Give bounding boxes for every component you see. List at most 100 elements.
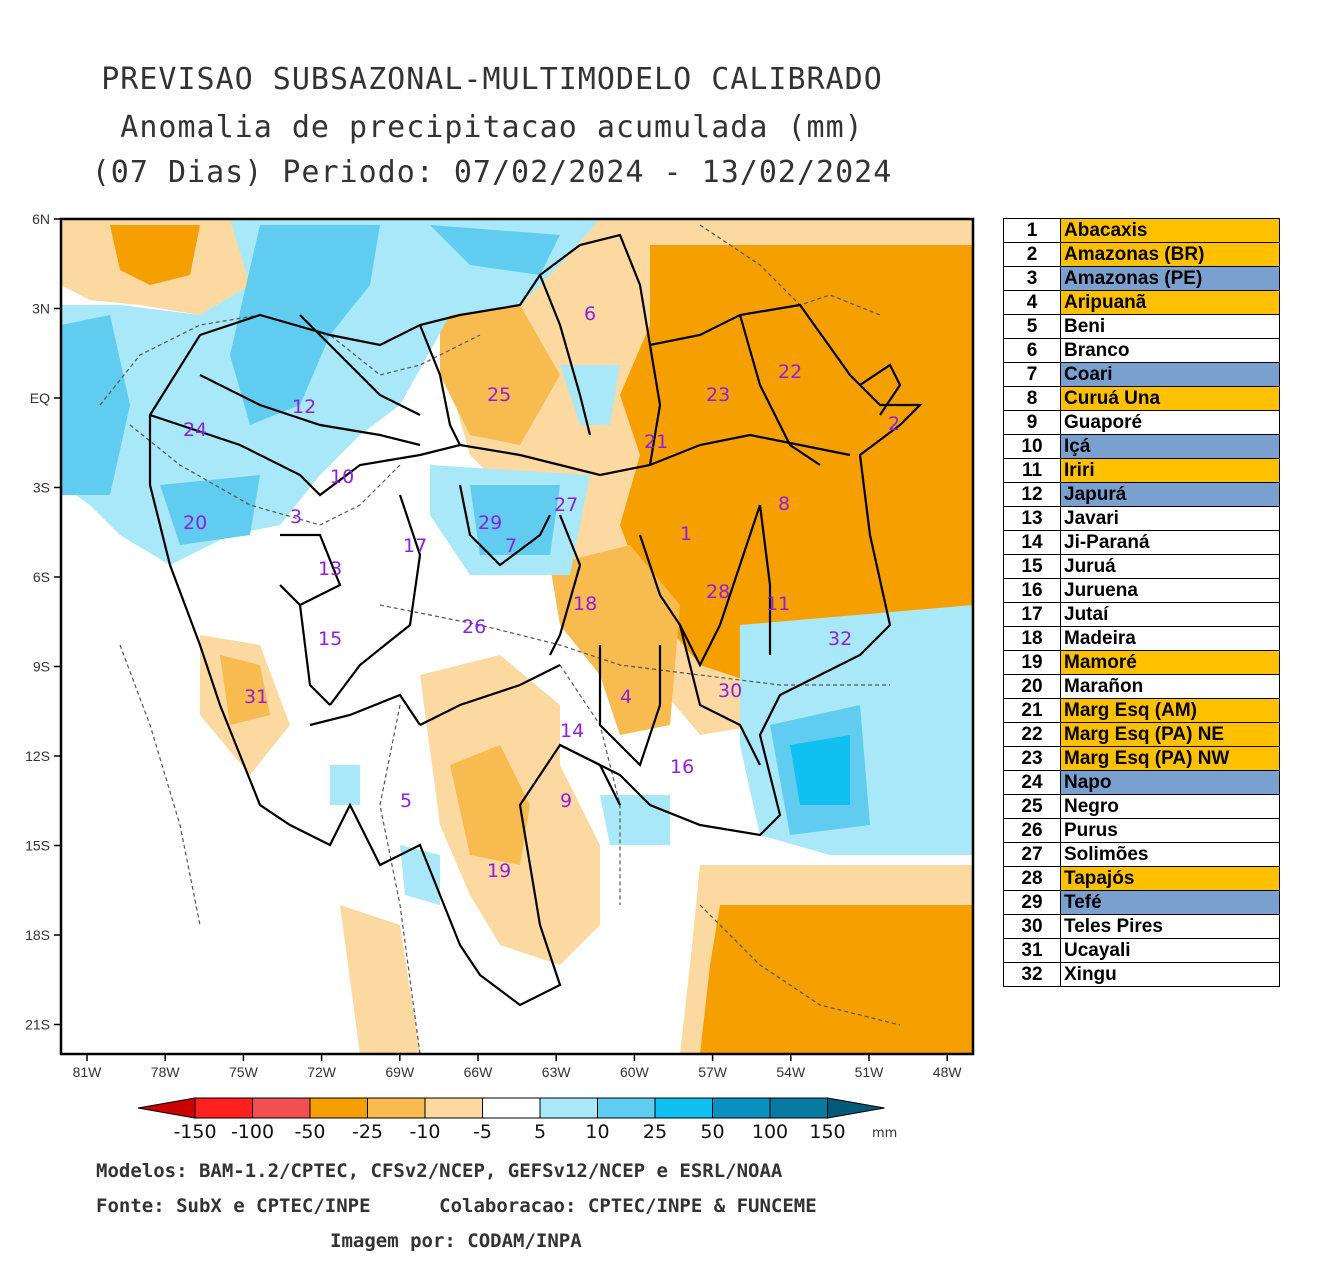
legend-region-number: 4	[1003, 290, 1061, 315]
legend-row: 17 Jutaí	[1003, 602, 1280, 627]
region-label-12: 12	[292, 396, 316, 418]
lon-tick-label: 75W	[229, 1064, 259, 1080]
region-label-24: 24	[183, 419, 207, 441]
legend-row: 1 Abacaxis	[1003, 218, 1280, 243]
legend-region-number: 9	[1003, 410, 1061, 435]
legend-region-name: Juruena	[1060, 578, 1280, 603]
legend-region-name: Iriri	[1060, 458, 1280, 483]
legend-region-number: 6	[1003, 338, 1061, 363]
lon-tick-label: 54W	[776, 1064, 806, 1080]
legend-region-name: Marg Esq (PA) NE	[1060, 722, 1280, 747]
lat-tick-label: 9S	[33, 659, 50, 675]
map-title: PREVISAO SUBSAZONAL-MULTIMODELO CALIBRAD…	[101, 62, 883, 97]
region-label-32: 32	[828, 628, 852, 650]
lon-tick-label: 69W	[385, 1064, 415, 1080]
colorbar-swatch	[712, 1097, 771, 1119]
region-label-30: 30	[718, 680, 742, 702]
legend-row: 15 Juruá	[1003, 554, 1280, 579]
colorbar-swatch	[424, 1097, 483, 1119]
region-label-28: 28	[706, 581, 730, 603]
map-period: (07 Dias) Periodo: 07/02/2024 - 13/02/20…	[91, 155, 893, 190]
legend-region-number: 30	[1003, 914, 1061, 939]
precipitation-anomaly-map: 1 2 3 4 5 6 7 8 9 10 11 12 13 14 15 16 1…	[25, 211, 975, 1080]
colorbar-legend: -150 -100 -50 -25 -10 -5 5 10 25 50 100 150 mm	[137, 1097, 897, 1143]
legend-region-name: Juruá	[1060, 554, 1280, 579]
legend-region-name: Branco	[1060, 338, 1280, 363]
legend-region-number: 17	[1003, 602, 1061, 627]
legend-row: 20 Marañon	[1003, 674, 1280, 699]
legend-row: 27 Solimões	[1003, 842, 1280, 867]
legend-region-name: Içá	[1060, 434, 1280, 459]
region-legend-table: 1 Abacaxis 2 Amazonas (BR) 3 Amazonas (PE) 4 Ar…	[1003, 218, 1280, 987]
legend-region-number: 1	[1003, 218, 1061, 243]
colorbar-label: 25	[643, 1121, 667, 1143]
legend-row: 30 Teles Pires	[1003, 914, 1280, 939]
legend-row: 19 Mamoré	[1003, 650, 1280, 675]
region-label-14: 14	[560, 720, 584, 742]
legend-row: 10 Içá	[1003, 434, 1280, 459]
legend-region-number: 14	[1003, 530, 1061, 555]
legend-region-name: Abacaxis	[1060, 218, 1280, 243]
legend-region-number: 7	[1003, 362, 1061, 387]
lon-tick-label: 81W	[73, 1064, 103, 1080]
region-label-6: 6	[584, 303, 596, 325]
map-frame	[59, 217, 975, 1056]
footer-models: Modelos: BAM-1.2/CPTEC, CFSv2/NCEP, GEFS…	[96, 1160, 783, 1182]
legend-row: 7 Coari	[1003, 362, 1280, 387]
legend-region-name: Javari	[1060, 506, 1280, 531]
legend-row: 11 Iriri	[1003, 458, 1280, 483]
lat-tick-label: 18S	[25, 927, 50, 943]
legend-region-number: 5	[1003, 314, 1061, 339]
legend-region-number: 32	[1003, 962, 1061, 987]
region-label-27: 27	[554, 494, 578, 516]
legend-region-number: 12	[1003, 482, 1061, 507]
region-label-29: 29	[478, 512, 502, 534]
legend-region-name: Tefé	[1060, 890, 1280, 915]
lat-tick-label: 6N	[32, 211, 50, 227]
map-subtitle: Anomalia de precipitacao acumulada (mm)	[120, 110, 864, 145]
region-label-31: 31	[244, 686, 268, 708]
legend-row: 14 Ji-Paraná	[1003, 530, 1280, 555]
legend-region-number: 22	[1003, 722, 1061, 747]
legend-row: 13 Javari	[1003, 506, 1280, 531]
legend-region-name: Mamoré	[1060, 650, 1280, 675]
legend-region-name: Aripuanã	[1060, 290, 1280, 315]
legend-row: 18 Madeira	[1003, 626, 1280, 651]
legend-region-name: Amazonas (BR)	[1060, 242, 1280, 267]
region-label-8: 8	[778, 493, 790, 515]
legend-row: 12 Japurá	[1003, 482, 1280, 507]
longitude-axis: 81W 78W 75W 72W 69W 66W 63W 60W 57W 54W 51W 48W	[73, 1054, 963, 1080]
footer-source: Fonte: SubX e CPTEC/INPE Colaboracao: CP…	[96, 1195, 817, 1217]
legend-row: 32 Xingu	[1003, 962, 1280, 987]
legend-region-number: 26	[1003, 818, 1061, 843]
legend-region-name: Solimões	[1060, 842, 1280, 867]
legend-region-number: 16	[1003, 578, 1061, 603]
latitude-axis: 6N 3N EQ 3S 6S 9S 12S 15S 18S 21S	[25, 211, 61, 1033]
legend-row: 16 Juruena	[1003, 578, 1280, 603]
lon-tick-label: 48W	[933, 1064, 963, 1080]
legend-region-number: 28	[1003, 866, 1061, 891]
legend-region-name: Marg Esq (PA) NW	[1060, 746, 1280, 771]
legend-region-number: 31	[1003, 938, 1061, 963]
anomaly-field: 1 2 3 4 5 6 7 8 9 10 11 12 13 14 15 16 1…	[61, 219, 973, 1054]
legend-region-number: 2	[1003, 242, 1061, 267]
lat-tick-label: 21S	[25, 1017, 50, 1033]
region-label-4: 4	[620, 686, 632, 708]
legend-region-number: 27	[1003, 842, 1061, 867]
lat-tick-label: 12S	[25, 748, 50, 764]
legend-region-number: 21	[1003, 698, 1061, 723]
legend-region-number: 13	[1003, 506, 1061, 531]
lon-tick-label: 72W	[307, 1064, 337, 1080]
legend-region-number: 3	[1003, 266, 1061, 291]
region-label-11: 11	[766, 593, 790, 615]
colorbar-swatch	[194, 1097, 253, 1119]
legend-row: 4 Aripuanã	[1003, 290, 1280, 315]
colorbar-label: 10	[585, 1121, 609, 1143]
lon-tick-label: 66W	[464, 1064, 494, 1080]
legend-row: 8 Curuá Una	[1003, 386, 1280, 411]
legend-row: 3 Amazonas (PE)	[1003, 266, 1280, 291]
lat-tick-label: 3S	[33, 480, 50, 496]
legend-region-number: 10	[1003, 434, 1061, 459]
colorbar-label: -50	[294, 1121, 325, 1143]
legend-region-name: Teles Pires	[1060, 914, 1280, 939]
